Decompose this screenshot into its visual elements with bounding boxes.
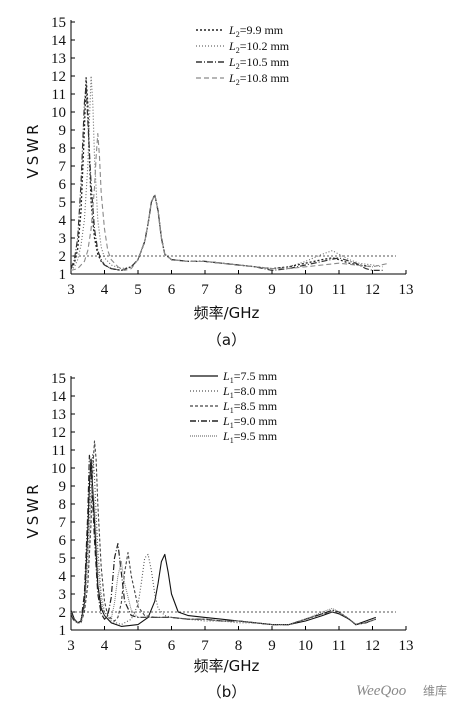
- x-tick-label: 11: [332, 638, 346, 654]
- x-tick-label: 13: [399, 638, 414, 654]
- x-tick-label: 4: [101, 282, 109, 298]
- legend-label-2: L2=10.2 mm: [228, 39, 290, 55]
- x-tick-label: 9: [268, 282, 276, 298]
- y-tick-label: 13: [51, 51, 66, 67]
- x-axis-label: 频率/GHz: [194, 657, 260, 675]
- x-tick-label: 3: [67, 282, 75, 298]
- y-tick-label: 13: [51, 407, 66, 423]
- panel-caption: （b）: [207, 683, 247, 701]
- legend-label-5: L1=9.5 mm: [222, 429, 278, 445]
- x-tick-label: 12: [365, 638, 380, 654]
- series-line-1: [70, 458, 376, 627]
- x-tick-label: 7: [201, 638, 209, 654]
- y-tick-label: 4: [59, 569, 67, 585]
- x-tick-label: 8: [235, 282, 243, 298]
- watermark-cn: 维库: [423, 683, 447, 698]
- series-line-4: [70, 133, 390, 271]
- x-tick-label: 6: [168, 282, 176, 298]
- x-tick-label: 10: [298, 282, 313, 298]
- y-tick-label: 2: [59, 249, 67, 265]
- x-tick-label: 9: [268, 638, 276, 654]
- y-tick-label: 9: [59, 479, 67, 495]
- y-tick-label: 2: [59, 605, 67, 621]
- x-tick-label: 4: [101, 638, 109, 654]
- series-line-4: [70, 454, 377, 626]
- legend-label-3: L1=8.5 mm: [222, 399, 278, 415]
- y-tick-label: 4: [59, 213, 67, 229]
- series-line-2: [70, 75, 383, 271]
- x-tick-label: 11: [332, 282, 346, 298]
- y-tick-label: 10: [51, 105, 66, 121]
- x-tick-label: 6: [168, 638, 176, 654]
- x-tick-label: 3: [67, 638, 75, 654]
- x-tick-label: 12: [365, 282, 380, 298]
- y-tick-label: 15: [51, 371, 66, 387]
- legend-label-4: L1=9.0 mm: [222, 414, 278, 430]
- watermark: WeeQoo 维库: [356, 683, 447, 699]
- y-tick-label: 3: [59, 231, 67, 247]
- legend-label-2: L1=8.0 mm: [222, 384, 278, 400]
- y-tick-label: 8: [59, 497, 67, 513]
- x-tick-label: 8: [235, 638, 243, 654]
- y-tick-label: 10: [51, 461, 66, 477]
- y-tick-label: 1: [59, 267, 67, 283]
- y-tick-label: 9: [59, 123, 67, 139]
- y-tick-label: 12: [51, 69, 66, 85]
- y-axis-label: VSWR: [24, 121, 42, 178]
- legend-label-3: L2=10.5 mm: [228, 55, 290, 71]
- y-tick-label: 6: [59, 533, 67, 549]
- legend-label-1: L1=7.5 mm: [222, 369, 278, 385]
- x-tick-label: 10: [298, 638, 313, 654]
- legend-label-4: L2=10.8 mm: [228, 71, 290, 87]
- y-tick-label: 14: [51, 33, 67, 49]
- y-tick-label: 7: [59, 515, 67, 531]
- x-tick-label: 5: [134, 638, 142, 654]
- watermark-brand: WeeQoo: [356, 683, 407, 699]
- y-tick-label: 11: [52, 87, 66, 103]
- x-tick-label: 7: [201, 282, 209, 298]
- x-tick-label: 5: [134, 282, 142, 298]
- series-line-1: [70, 77, 373, 272]
- y-tick-label: 12: [51, 425, 66, 441]
- y-tick-label: 14: [51, 389, 67, 405]
- y-tick-label: 5: [59, 551, 67, 567]
- y-tick-label: 5: [59, 195, 67, 211]
- x-axis-label: 频率/GHz: [194, 304, 260, 322]
- y-tick-label: 7: [59, 159, 67, 175]
- y-tick-label: 1: [59, 623, 67, 639]
- series-line-3: [70, 84, 383, 271]
- series-line-5: [70, 485, 376, 626]
- y-axis-label: VSWR: [24, 481, 42, 538]
- panel-caption: （a）: [207, 331, 246, 349]
- x-tick-label: 13: [399, 282, 414, 298]
- series-line-2: [70, 453, 376, 626]
- y-tick-label: 6: [59, 177, 67, 193]
- y-tick-label: 15: [51, 15, 66, 31]
- series-line-3: [70, 440, 376, 626]
- legend-label-1: L2=9.9 mm: [228, 23, 284, 39]
- y-tick-label: 3: [59, 587, 67, 603]
- y-tick-label: 8: [59, 141, 67, 157]
- y-tick-label: 11: [52, 443, 66, 459]
